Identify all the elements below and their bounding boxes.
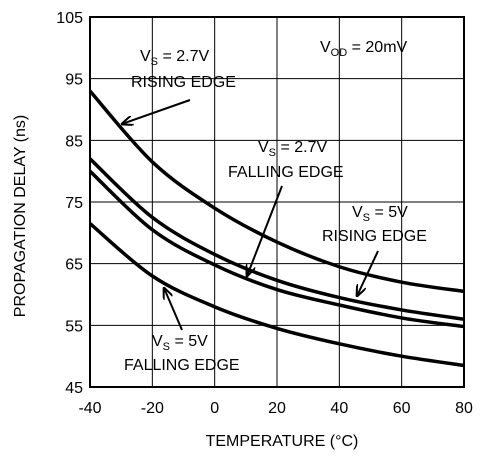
x-tick-label: 40 — [330, 400, 348, 417]
x-tick-labels: -40 -20 0 20 40 60 80 — [78, 400, 473, 417]
rise5-arrow — [357, 250, 379, 296]
x-tick-label: 0 — [210, 400, 219, 417]
y-tick-label: 75 — [65, 195, 83, 212]
y-axis-title: PROPAGATION DELAY (ns) — [12, 115, 29, 317]
fall5-label-line2: FALLING EDGE — [124, 357, 240, 374]
rise27-arrow — [122, 99, 191, 124]
rise27-label-line2: RISING EDGE — [131, 74, 236, 91]
x-axis-title: TEMPERATURE (°C) — [206, 433, 359, 450]
x-tick-label: 80 — [455, 400, 473, 417]
y-tick-label: 45 — [65, 380, 83, 397]
x-tick-label: 60 — [393, 400, 411, 417]
y-tick-label: 65 — [65, 257, 83, 274]
series-line — [88, 169, 465, 329]
y-tick-label: 105 — [56, 10, 83, 27]
y-tick-label: 95 — [65, 72, 83, 89]
x-tick-label: 20 — [268, 400, 286, 417]
series-lines — [88, 89, 465, 368]
rise5-label-line2: RISING EDGE — [322, 228, 427, 245]
y-tick-labels: 45 55 65 75 85 95 105 — [56, 10, 83, 397]
series-line — [88, 222, 465, 368]
series-line — [88, 157, 465, 321]
x-tick-label: -20 — [141, 400, 164, 417]
fall5-label-line1: VS = 5V — [152, 333, 208, 353]
fall5-arrow — [164, 288, 183, 331]
fall27-arrow — [247, 185, 283, 276]
series-line — [88, 89, 465, 294]
vod-label: VOD = 20mV — [320, 39, 408, 59]
rise27-label-line1: VS = 2.7V — [140, 48, 209, 68]
x-tick-label: -40 — [78, 400, 101, 417]
fall27-label-line2: FALLING EDGE — [228, 164, 344, 181]
y-tick-label: 55 — [65, 318, 83, 335]
rise5-label-line1: VS = 5V — [352, 204, 408, 224]
plot-frame — [89, 16, 465, 388]
y-tick-label: 85 — [65, 133, 83, 150]
fall27-label-line1: VS = 2.7V — [258, 139, 327, 159]
grid — [90, 17, 464, 387]
